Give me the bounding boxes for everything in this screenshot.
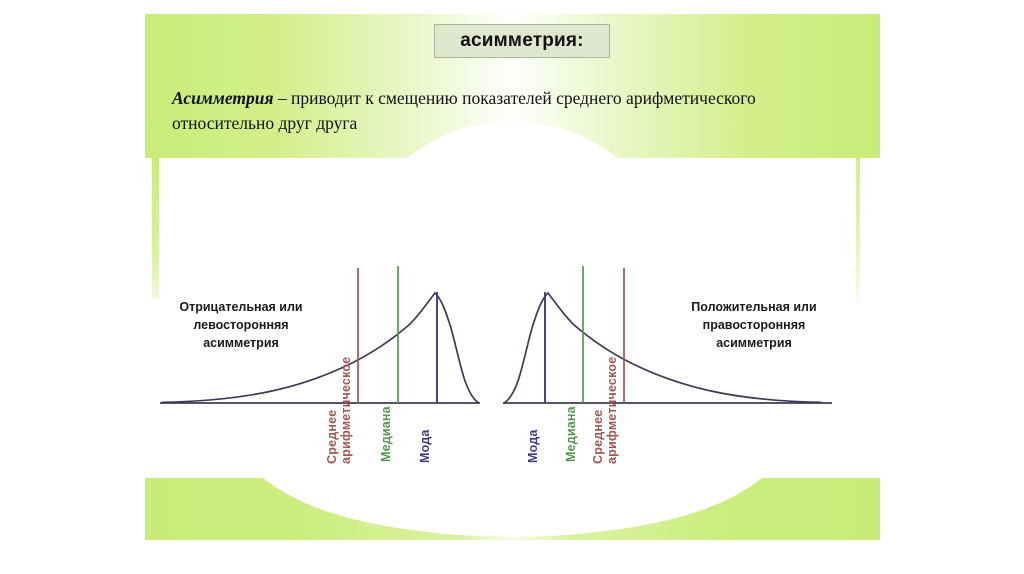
left-accent-rail (152, 158, 159, 299)
page-title: асимметрия: (460, 30, 584, 51)
lead-term: Асимметрия (172, 88, 274, 108)
caption-positive-skew: Положительная или правосторонняя асиммет… (668, 298, 840, 352)
marker-label-mode-right: Мода (526, 429, 540, 463)
marker-label-mean-right-line2: арифметическое (605, 356, 619, 464)
caption-negative-line3: асимметрия (203, 336, 279, 350)
skewness-diagram: Среднее арифметическое Медиана Мода Мода… (0, 160, 1024, 464)
curve-positive-skew (504, 291, 822, 404)
marker-label-mean-left-line1: Среднее (325, 409, 339, 464)
caption-negative-line1: Отрицательная или (179, 300, 303, 314)
marker-label-median-right: Медиана (564, 406, 578, 462)
caption-positive-line2: правосторонняя (702, 318, 806, 332)
caption-negative-line2: левосторонняя (193, 318, 289, 332)
marker-label-mean-left-line2: арифметическое (339, 356, 353, 464)
lead-paragraph: Асимметрия – приводит к смещению показат… (172, 86, 862, 136)
panel-negative-skew (160, 266, 480, 404)
marker-label-mode-left: Мода (418, 429, 432, 463)
marker-label-mean-right-line1: Среднее (591, 409, 605, 464)
caption-positive-line1: Положительная или (691, 300, 817, 314)
marker-label-median-left: Медиана (379, 406, 393, 462)
caption-negative-skew: Отрицательная или левосторонняя асимметр… (160, 298, 322, 352)
panel-positive-skew (503, 266, 832, 404)
bottom-decorative-band (145, 478, 880, 540)
curve-negative-skew (161, 291, 479, 404)
slide-title-chip: асимметрия: (434, 24, 610, 58)
lead-rest: – приводит к смещению показателей средне… (172, 88, 756, 133)
right-accent-rail (856, 158, 860, 304)
caption-positive-line3: асимметрия (716, 336, 792, 350)
